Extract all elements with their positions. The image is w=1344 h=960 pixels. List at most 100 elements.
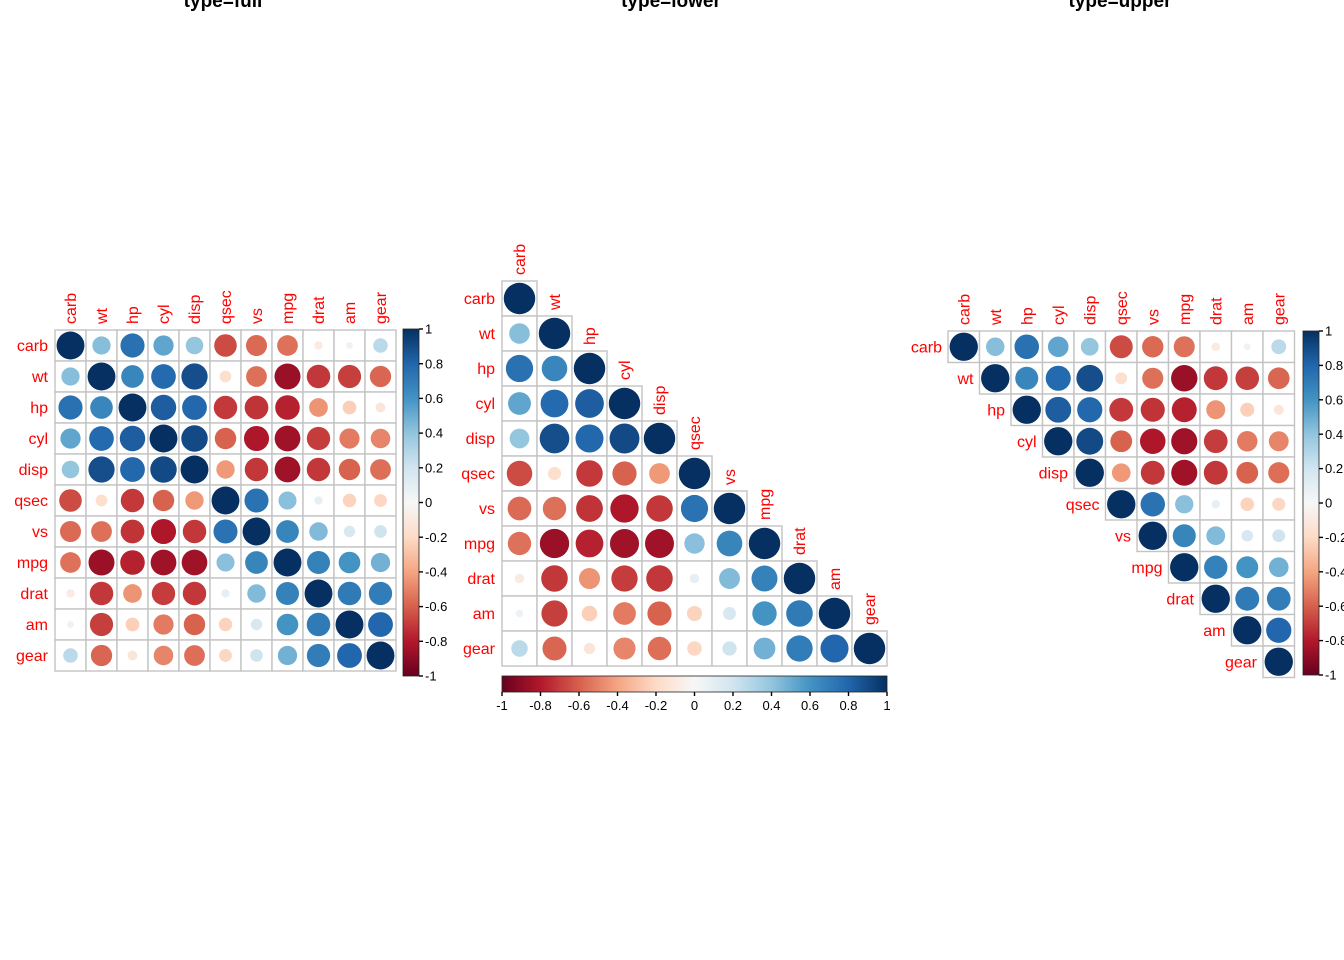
corr-circle [1171,459,1198,486]
colorbar-tick-label: 0.6 [425,391,443,406]
col-label: drat [1208,297,1225,325]
colorbar-tick-label: 0.4 [762,698,780,713]
corr-circle [783,562,816,595]
row-label: cyl [28,431,48,448]
corr-circle [1045,396,1072,423]
col-label: cyl [156,304,173,324]
corr-circle [151,364,176,389]
corr-circle [541,355,568,382]
corr-circle [151,581,176,606]
colorbar-tick-label: -0.4 [1325,564,1344,579]
colorbar-tick-label: 0.2 [425,460,443,475]
col-label: vs [722,469,739,485]
corr-circle [752,601,777,626]
colorbar-tick-label: 0.8 [839,698,857,713]
corr-circle [306,550,331,575]
corr-circle [89,612,114,637]
row-label: gear [463,641,496,658]
row-label: am [473,606,495,623]
corr-circle [339,428,360,449]
corr-circle [61,367,80,386]
row-label: drat [1166,591,1194,608]
corr-circle [89,581,114,606]
corr-circle [949,332,978,361]
corr-circle [153,645,174,666]
corr-circle [1240,497,1255,512]
corr-circle [243,425,270,452]
corr-circle [250,618,263,631]
corr-circle [1206,400,1226,420]
row-label: cyl [1017,434,1037,451]
panel-title-full: type=full [183,0,263,12]
corr-circle [506,460,533,487]
corr-circle [1235,586,1260,611]
corr-circle [213,395,238,420]
colorbar-tick-label: -0.8 [1325,633,1344,648]
corr-circle [1211,342,1221,352]
corr-circle [309,522,328,541]
corr-circle [1237,431,1258,452]
corr-circle [575,424,604,453]
corr-circle [1047,336,1069,358]
corr-circle [609,528,640,559]
col-label: wt [988,308,1005,326]
colorbar-tick-label: -1 [496,698,508,713]
col-label: disp [652,386,669,415]
corr-circle [153,614,174,635]
corr-circle [611,565,638,592]
corr-circle [63,648,78,663]
corr-circle [274,456,301,483]
corr-circle [337,643,362,668]
corr-circle [218,617,233,632]
corr-circle [92,336,111,355]
corr-circle [182,581,207,606]
corr-circle [346,342,353,349]
corr-circle [185,336,204,355]
row-label: cyl [475,396,495,413]
col-label: qsec [1114,291,1131,325]
corr-circle [1243,343,1251,351]
corr-circle [219,370,232,383]
col-label: carb [956,294,973,325]
corr-circle [1015,366,1039,390]
corr-circle [1241,529,1254,542]
corr-circle [1203,460,1228,485]
corr-circle [244,488,269,513]
corr-circle [342,400,357,415]
corr-circle [1264,647,1293,676]
panel-title-upper: type=upper [1068,0,1172,12]
corr-circle [273,548,302,577]
corr-circle [818,597,851,630]
colorbar [402,328,420,677]
corr-circle [123,584,142,603]
corr-circle [643,422,676,455]
corr-circle [541,600,568,627]
corr-circle [723,607,736,620]
corr-circle [1107,490,1136,519]
corr-circle [306,643,331,668]
col-label: carb [512,244,529,275]
corr-circle [314,341,323,350]
corr-circle [213,519,238,544]
corr-circle [277,335,298,356]
corr-circle [985,337,1005,357]
colorbar-tick-label: 0.2 [1325,461,1343,476]
corr-circle [1268,431,1289,452]
corr-circle [608,387,641,420]
corr-circle [182,519,207,544]
col-label: am [827,568,844,590]
corr-circle [120,550,145,575]
corr-circle [684,533,705,554]
row-label: wt [478,326,496,343]
colorbar-tick-label: 1 [1325,324,1332,339]
corr-circle [150,549,177,576]
corr-circle [1271,339,1287,355]
corr-circle [539,423,570,454]
corr-circle [1076,364,1104,392]
colorbar [501,675,888,693]
corr-circle [246,366,267,387]
corr-circle [686,605,703,622]
corr-circle [645,529,674,558]
corr-circle [1142,336,1164,358]
